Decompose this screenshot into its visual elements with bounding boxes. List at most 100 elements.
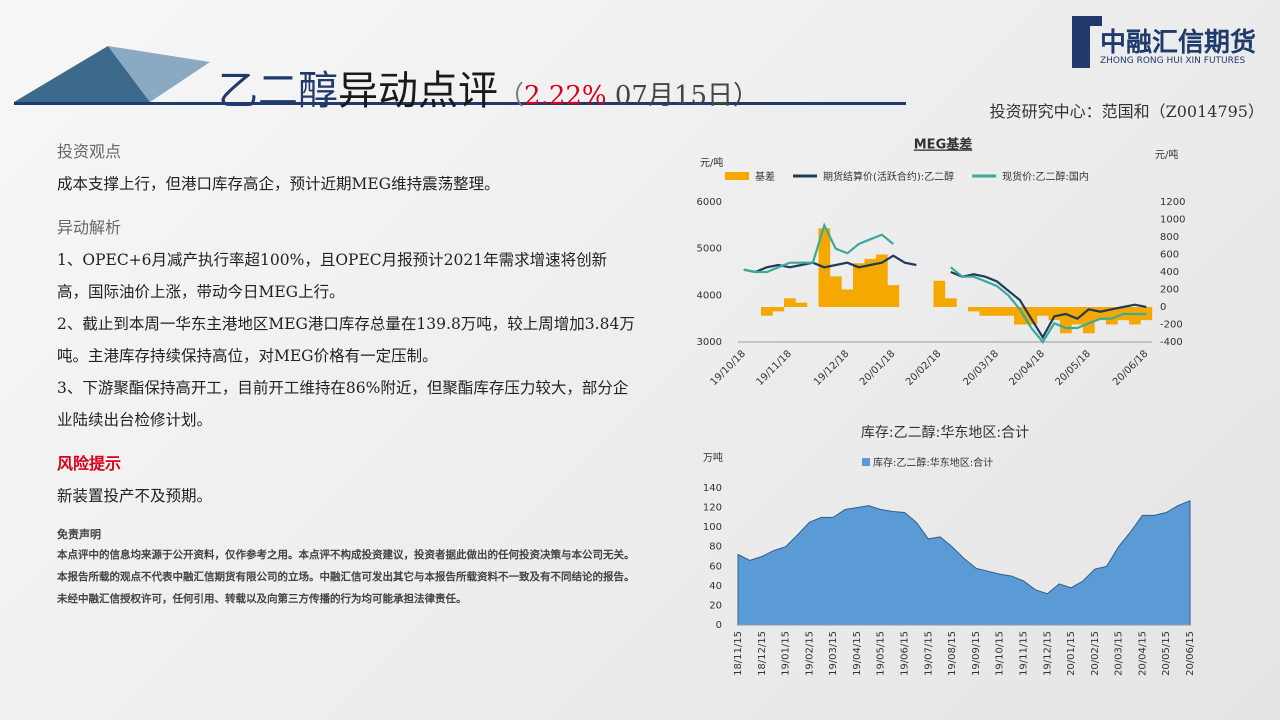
x-tick-label: 19/06/15 — [900, 631, 911, 676]
bar — [1048, 307, 1061, 321]
bar — [1094, 307, 1107, 321]
x-tick-label: 19/04/15 — [852, 631, 863, 676]
section-heading: 投资观点 — [57, 142, 122, 161]
content: 投资观点成本支撑上行，但港口库存高企，预计近期MEG维持震荡整理。 异动解析 1、O… — [57, 138, 637, 624]
x-tick-label: 20/02/15 — [1090, 631, 1101, 676]
y2-tick-label: 800 — [1160, 232, 1179, 243]
x-tick-label: 19/09/15 — [971, 631, 982, 676]
y-tick-label: 140 — [703, 483, 722, 494]
y-tick-label: 20 — [709, 600, 722, 611]
y2-tick-label: 600 — [1160, 250, 1179, 261]
bar — [991, 307, 1003, 316]
x-tick-label: 20/01/15 — [1066, 631, 1077, 676]
x-tick-label: 19/10/15 — [995, 631, 1006, 676]
x-tick-label: 19/07/15 — [923, 631, 934, 676]
bar — [945, 298, 957, 307]
x-tick-label: 19/12/15 — [1042, 631, 1053, 676]
logo-en: ZHONG RONG HUI XIN FUTURES — [1100, 56, 1246, 66]
bar — [876, 254, 888, 307]
section: 免责声明 本点评中的信息均来源于公开资料，仅作参考之用。本点评不构成投资建议，投资… — [57, 526, 637, 610]
legend-label: 基差 — [755, 170, 775, 183]
y2-tick-label: -200 — [1160, 320, 1183, 331]
x-tick-label: 19/08/15 — [947, 631, 958, 676]
x-tick-label: 20/06/18 — [1111, 348, 1151, 388]
bar — [795, 302, 808, 307]
line — [743, 222, 1147, 344]
x-tick-label: 19/03/15 — [828, 631, 839, 676]
bar — [853, 263, 865, 307]
bar — [1106, 307, 1118, 325]
y-axis-label: 元/吨 — [700, 156, 723, 169]
title-part: 乙二醇 — [218, 68, 338, 114]
y-tick-label: 100 — [703, 522, 722, 533]
logo-mark — [1072, 16, 1102, 26]
x-tick-label: 20/05/15 — [1161, 631, 1172, 676]
x-tick-label: 20/01/18 — [858, 348, 898, 388]
x-tick-label: 20/04/15 — [1137, 631, 1148, 676]
paragraph: 1、OPEC+6月减产执行率超100%，且OPEC月报预计2021年需求增速将创… — [57, 251, 608, 301]
title-part: 异动点评 — [338, 68, 498, 114]
bar — [1060, 307, 1072, 334]
triangle — [108, 46, 210, 102]
y-tick-label: 6000 — [697, 197, 722, 208]
paragraph: 成本支撑上行，但港口库存高企，预计近期MEG维持震荡整理。 — [57, 175, 500, 193]
bar — [979, 307, 992, 316]
bar — [830, 276, 842, 307]
paragraph: 本点评中的信息均来源于公开资料，仅作参考之用。本点评不构成投资建议，投资者据此做… — [57, 549, 635, 605]
section: 风险提示 新装置投产不及预期。 — [57, 450, 637, 512]
y-tick-label: 0 — [716, 620, 722, 631]
legend-label: 现货价:乙二醇:国内 — [1002, 170, 1089, 183]
y-axis-label: 万吨 — [703, 451, 723, 464]
y-tick-label: 120 — [703, 503, 722, 514]
section: 投资观点成本支撑上行，但港口库存高企，预计近期MEG维持震荡整理。 — [57, 138, 637, 200]
legend-swatch — [725, 172, 749, 180]
bar — [1037, 307, 1049, 316]
bar — [1083, 307, 1095, 334]
y-tick-label: 40 — [709, 581, 722, 592]
legend-label: 期货结算价(活跃合约):乙二醇 — [823, 170, 954, 183]
y2-tick-label: 200 — [1160, 285, 1179, 296]
author: 投资研究中心：范国和（Z0014795） — [989, 102, 1264, 121]
bar — [772, 307, 785, 312]
bar — [887, 285, 900, 307]
x-tick-label: 20/02/18 — [904, 348, 944, 388]
bar — [1025, 307, 1038, 325]
bar — [784, 298, 796, 307]
y2-axis-label: 元/吨 — [1155, 148, 1178, 161]
y2-tick-label: -400 — [1160, 337, 1183, 348]
x-tick-label: 20/03/18 — [961, 348, 1001, 388]
x-tick-label: 19/11/18 — [754, 348, 794, 388]
x-tick-label: 20/06/15 — [1185, 631, 1196, 676]
y-tick-label: 3000 — [697, 337, 722, 348]
x-tick-label: 19/02/15 — [804, 631, 815, 676]
triangle — [14, 46, 150, 102]
bar — [933, 280, 946, 307]
title-part: 2.22% — [524, 81, 607, 111]
section-heading: 异动解析 — [57, 218, 122, 237]
y-tick-label: 80 — [709, 542, 722, 553]
line — [743, 254, 1147, 340]
section: 异动解析 1、OPEC+6月减产执行率超100%，且OPEC月报预计2021年需求… — [57, 214, 637, 436]
x-tick-label: 20/05/18 — [1053, 348, 1093, 388]
area — [737, 499, 1191, 626]
logo-mark — [1072, 16, 1090, 68]
section-heading: 风险提示 — [57, 454, 122, 473]
y2-tick-label: 400 — [1160, 267, 1179, 278]
title: 乙二醇异动点评（2.22% 07月15日） — [218, 58, 759, 116]
x-tick-label: 18/11/15 — [733, 631, 744, 676]
bar — [1071, 307, 1084, 325]
x-tick-label: 20/04/18 — [1007, 348, 1047, 388]
bar — [1140, 307, 1153, 321]
y-tick-label: 5000 — [697, 244, 722, 255]
y2-tick-label: 0 — [1160, 302, 1166, 313]
logo-name: 中融汇信期货 — [1100, 28, 1257, 58]
bar — [1002, 307, 1015, 316]
x-tick-label: 19/11/15 — [1018, 631, 1029, 676]
legend-label: 库存:乙二醇:华东地区:合计 — [873, 456, 993, 469]
bar — [761, 307, 773, 316]
y-tick-label: 60 — [709, 561, 722, 572]
bar — [841, 289, 854, 307]
